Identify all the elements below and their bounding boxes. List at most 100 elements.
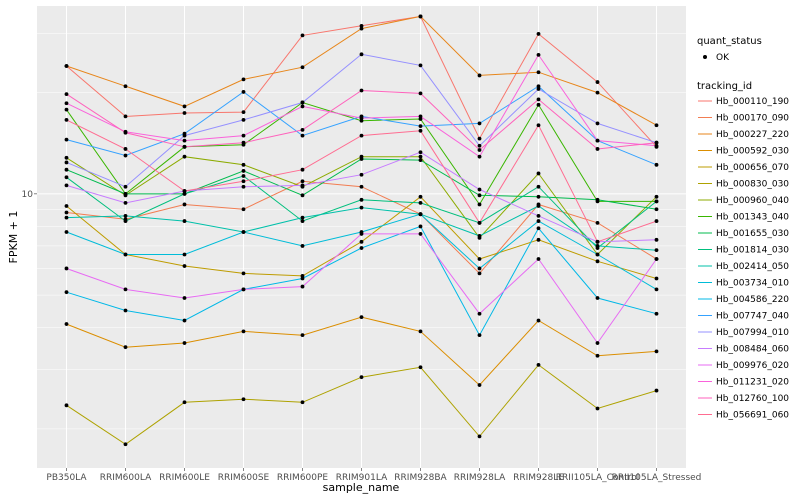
data-point [182,318,187,323]
data-point [418,194,423,199]
data-point [300,193,305,198]
data-point [418,128,423,133]
data-point [536,84,541,89]
data-point [477,143,482,148]
data-point [300,100,305,105]
data-point [300,179,305,184]
data-point [418,224,423,229]
legend-label: Hb_009976_020 [716,361,789,371]
data-point [418,124,423,129]
data-point [536,87,541,91]
data-point [536,226,541,231]
x-tick-label: RRIM901LA [336,473,388,483]
x-tick-label: RRII105LA_Control [556,473,639,483]
data-point [241,271,246,276]
data-point [300,400,305,405]
data-point [654,349,659,354]
data-point [418,154,423,159]
data-point [477,193,482,198]
data-point [654,140,659,145]
data-point [418,63,423,68]
data-point [241,184,246,189]
data-point [595,341,600,345]
data-point [300,215,305,220]
legend-label: Hb_003734_010 [716,279,789,289]
x-tick-label: RRIM928LA [454,473,506,483]
data-point [654,123,659,128]
data-point [123,219,128,223]
data-point [64,322,69,326]
data-point [595,121,600,126]
data-point [64,266,69,271]
data-point [359,172,364,177]
data-point [595,252,600,257]
legend-label: Hb_000110_190 [716,97,789,107]
data-point [359,157,364,161]
data-point [654,194,659,199]
data-point [241,90,246,94]
data-point [359,375,364,380]
legend-label: Hb_007747_040 [716,312,789,322]
x-axis: PB350LA RRIM600LA RRIM600LE RRIM600SE RRIM60… [46,468,701,483]
data-point [654,237,659,242]
data-point [123,147,128,151]
data-point [182,202,187,207]
data-point [64,290,69,295]
data-point [536,70,541,75]
series-points [64,14,659,447]
data-point [477,220,482,225]
data-point [182,341,187,345]
data-point [418,329,423,334]
data-point [64,215,69,220]
data-point [241,140,246,145]
data-point [418,158,423,163]
data-point [64,160,69,165]
legend-title-quant-status: quant_status [697,36,762,47]
data-point [300,133,305,138]
data-point [477,148,482,152]
data-point [359,26,364,31]
data-point [123,213,128,218]
data-point [595,244,600,248]
legend-title-tracking-id: tracking_id [697,81,752,92]
data-point [241,397,246,402]
data-point [123,200,128,205]
data-point [595,239,600,244]
data-point [123,345,128,350]
data-point [536,237,541,242]
data-point [595,296,600,300]
data-point [182,111,187,115]
y-axis-title: FPKM + 1 [7,211,20,264]
data-point [182,144,187,149]
data-point [654,207,659,212]
data-point [536,257,541,261]
data-point [536,123,541,128]
data-point [536,97,541,102]
legend-label: Hb_008484_060 [716,345,789,355]
data-point [536,318,541,323]
data-point [418,14,423,19]
data-point [536,52,541,57]
data-point [595,220,600,225]
data-point [477,233,482,238]
data-point [654,388,659,393]
data-point [477,257,482,261]
data-point [418,200,423,205]
data-point [477,202,482,207]
data-point [123,191,128,196]
data-point [418,212,423,217]
data-point [241,77,246,82]
data-point [64,107,69,112]
legend-label: Hb_012760_100 [716,394,789,404]
data-point [241,329,246,334]
data-point [123,84,128,89]
data-point [595,259,600,264]
data-point [241,287,246,292]
data-point [64,167,69,172]
x-tick-label: RRIM928LE [513,473,564,483]
data-point [300,33,305,38]
data-point [654,276,659,281]
data-point [241,110,246,115]
data-point [654,219,659,223]
data-point [418,365,423,370]
